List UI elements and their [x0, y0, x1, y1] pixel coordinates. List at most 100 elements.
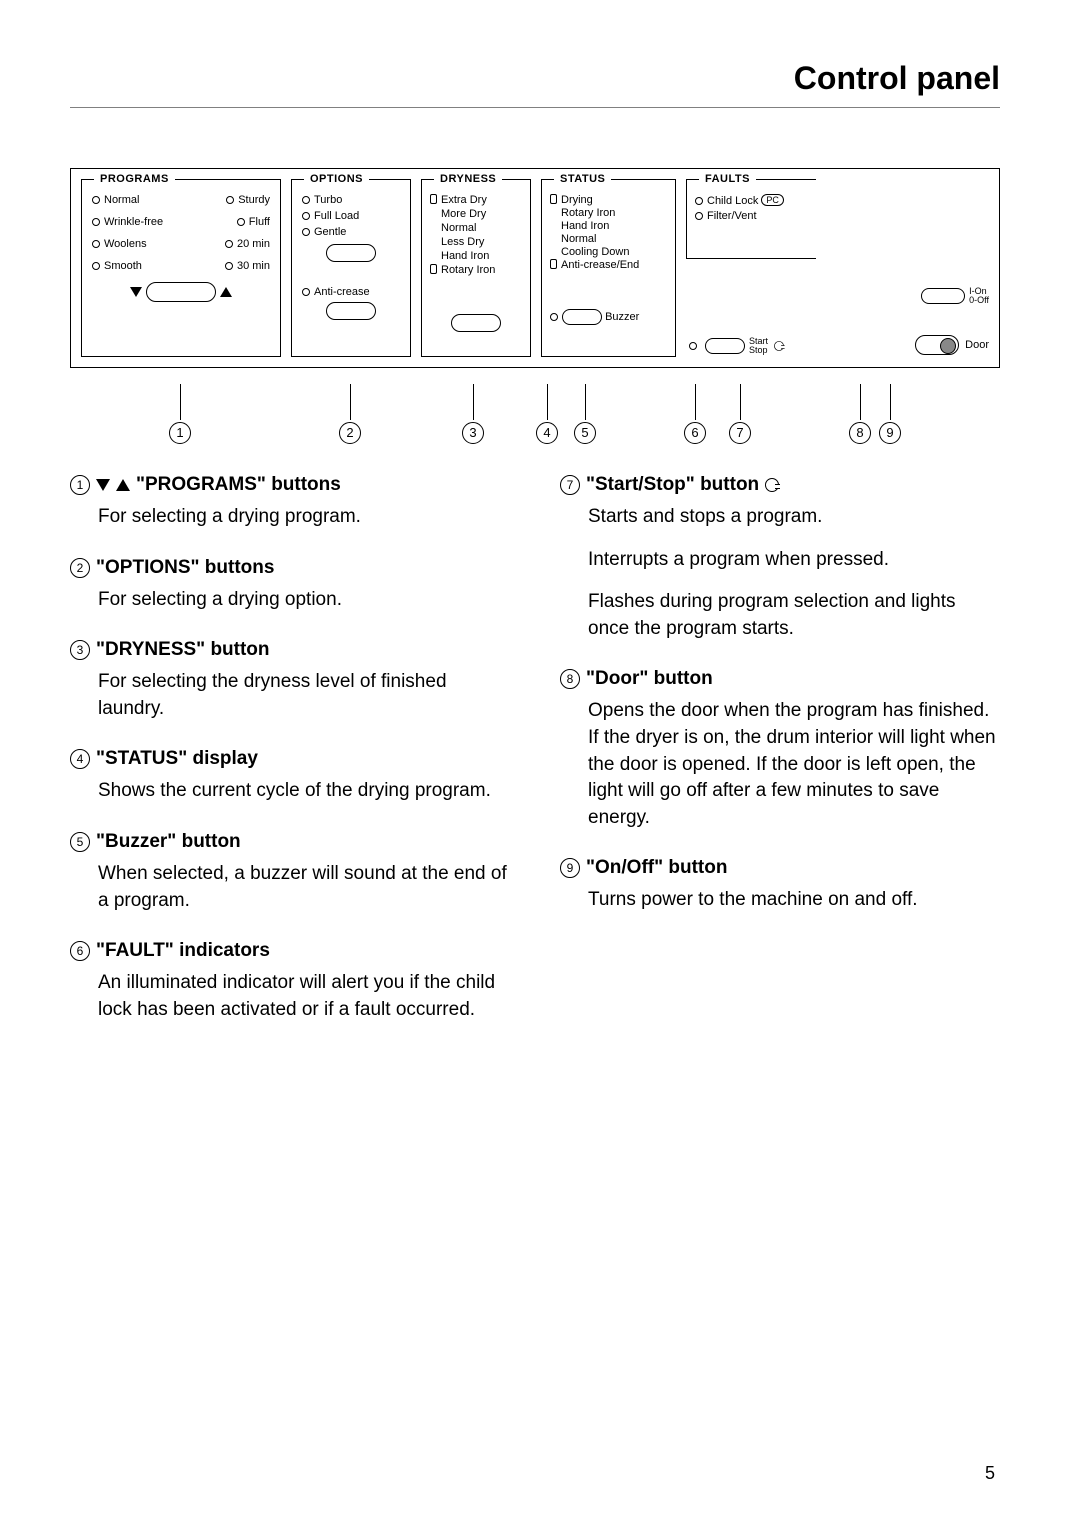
legend-item-8: 8"Door" buttonOpens the door when the pr… [560, 668, 1000, 831]
legend-paragraph: Shows the current cycle of the drying pr… [98, 778, 510, 805]
startstop-button [705, 338, 745, 354]
anticrease-button [326, 302, 376, 320]
programs-panel: PROGRAMS NormalSturdy Wrinkle-freeFluff … [81, 179, 281, 357]
down-arrow-icon [96, 479, 110, 491]
opt-turbo: Turbo [314, 194, 342, 206]
legend-title: "Door" button [586, 668, 713, 690]
legend-right: 7 "Start/Stop" button Starts and stops a p… [560, 474, 1000, 1049]
legend-item-7: 7 "Start/Stop" button Starts and stops a p… [560, 474, 1000, 642]
legend-paragraph: An illuminated indicator will alert you … [98, 970, 510, 1023]
dryness-header: DRYNESS [434, 173, 502, 185]
legend-item-2: 2 "OPTIONS" buttons For selecting a drying… [70, 557, 510, 614]
legend-title: "DRYNESS" button [96, 639, 270, 661]
legend-title: "Buzzer" button [96, 831, 241, 853]
up-arrow-icon [116, 479, 130, 491]
status-cooling: Cooling Down [561, 246, 629, 258]
callout-3: 3 [462, 422, 484, 444]
startstop-label: StartStop [749, 337, 768, 355]
callout-row: 1 2 3 4 5 6 7 8 9 [70, 384, 1000, 444]
door-label: Door [965, 339, 989, 351]
program-up-icon [220, 287, 232, 297]
legend-title: "STATUS" display [96, 748, 258, 770]
prog-30min: 30 min [237, 260, 270, 272]
callout-5: 5 [574, 422, 596, 444]
legend-paragraph: For selecting a drying option. [98, 587, 510, 614]
faults-panel: FAULTS Child Lock PC Filter/Vent [686, 179, 816, 259]
prog-normal: Normal [104, 194, 139, 206]
legend-body: Turns power to the machine on and off. [560, 887, 1000, 914]
legend-num: 4 [70, 749, 90, 769]
prog-20min: 20 min [237, 238, 270, 250]
prog-smooth: Smooth [104, 260, 142, 272]
legend-num: 5 [70, 832, 90, 852]
door-button [915, 335, 959, 355]
legend-body: When selected, a buzzer will sound at th… [70, 861, 510, 914]
programs-header: PROGRAMS [94, 173, 175, 185]
legend-item-5: 5 "Buzzer" button When selected, a buzzer … [70, 831, 510, 914]
legend-body: Starts and stops a program.Interrupts a … [560, 504, 1000, 642]
options-header: OPTIONS [304, 173, 369, 185]
status-header: STATUS [554, 173, 611, 185]
legend-body: For selecting the dryness level of finis… [70, 669, 510, 722]
legend-paragraph: Opens the door when the program has fini… [588, 698, 1000, 831]
legend-body: An illuminated indicator will alert you … [70, 970, 510, 1023]
legend-paragraph: Interrupts a program when pressed. [588, 547, 1000, 574]
program-nav-button [146, 282, 216, 302]
onoff-button [921, 288, 965, 304]
opt-fullload: Full Load [314, 210, 359, 222]
status-rotaryiron: Rotary Iron [561, 207, 615, 219]
legend-left: 1 "PROGRAMS" buttons For selecting a dryin… [70, 474, 510, 1049]
legend-body: Shows the current cycle of the drying pr… [70, 778, 510, 805]
legend-item-9: 9"On/Off" buttonTurns power to the machi… [560, 857, 1000, 914]
page-number: 5 [985, 1463, 995, 1484]
pc-chip: PC [761, 194, 784, 206]
program-down-icon [130, 287, 142, 297]
control-panel-diagram: PROGRAMS NormalSturdy Wrinkle-freeFluff … [70, 168, 1000, 368]
dry-lessdry: Less Dry [441, 236, 484, 248]
status-handiron: Hand Iron [561, 220, 609, 232]
legend-num: 9 [560, 858, 580, 878]
callout-4: 4 [536, 422, 558, 444]
legend-paragraph: For selecting the dryness level of finis… [98, 669, 510, 722]
dryness-button [451, 314, 501, 332]
dryness-panel: DRYNESS Extra Dry More Dry Normal Less D… [421, 179, 531, 357]
legend-body: Opens the door when the program has fini… [560, 698, 1000, 831]
status-normal: Normal [561, 233, 596, 245]
legend-num: 7 [560, 475, 580, 495]
buzzer-label: Buzzer [605, 311, 639, 323]
startstop-icon [774, 341, 784, 351]
legend-num: 2 [70, 558, 90, 578]
status-anticrease: Anti-crease/End [561, 259, 639, 271]
legend-num: 6 [70, 941, 90, 961]
prog-sturdy: Sturdy [238, 194, 270, 206]
opt-gentle: Gentle [314, 226, 346, 238]
prog-woolens: Woolens [104, 238, 147, 250]
startstop-icon [765, 478, 779, 492]
legend-title: "PROGRAMS" buttons [136, 474, 341, 496]
dry-normal: Normal [441, 222, 476, 234]
legend-title: "Start/Stop" button [586, 474, 759, 496]
fault-childlock: Child Lock [707, 195, 758, 207]
prog-wrinklefree: Wrinkle-free [104, 216, 163, 228]
opt-anticrease: Anti-crease [314, 286, 370, 298]
onoff-label: I-On0-Off [969, 287, 989, 305]
legend-paragraph: Turns power to the machine on and off. [588, 887, 1000, 914]
legend-paragraph: For selecting a drying program. [98, 504, 510, 531]
legend: 1 "PROGRAMS" buttons For selecting a dryin… [70, 474, 1000, 1049]
page-title: Control panel [70, 60, 1000, 108]
legend-paragraph: Flashes during program selection and lig… [588, 589, 1000, 642]
legend-item-4: 4 "STATUS" display Shows the current cycle… [70, 748, 510, 805]
legend-num: 1 [70, 475, 90, 495]
legend-title: "OPTIONS" buttons [96, 557, 274, 579]
status-panel: STATUS Drying Rotary Iron Hand Iron Norm… [541, 179, 676, 357]
faults-header: FAULTS [699, 173, 756, 185]
callout-6: 6 [684, 422, 706, 444]
callout-9: 9 [879, 422, 901, 444]
prog-fluff: Fluff [249, 216, 270, 228]
fault-filter: Filter/Vent [707, 210, 757, 222]
options-button [326, 244, 376, 262]
callout-7: 7 [729, 422, 751, 444]
dry-moredry: More Dry [441, 208, 486, 220]
dry-rotaryiron: Rotary Iron [441, 264, 495, 276]
legend-item-6: 6"FAULT" indicatorsAn illuminated indica… [70, 940, 510, 1023]
